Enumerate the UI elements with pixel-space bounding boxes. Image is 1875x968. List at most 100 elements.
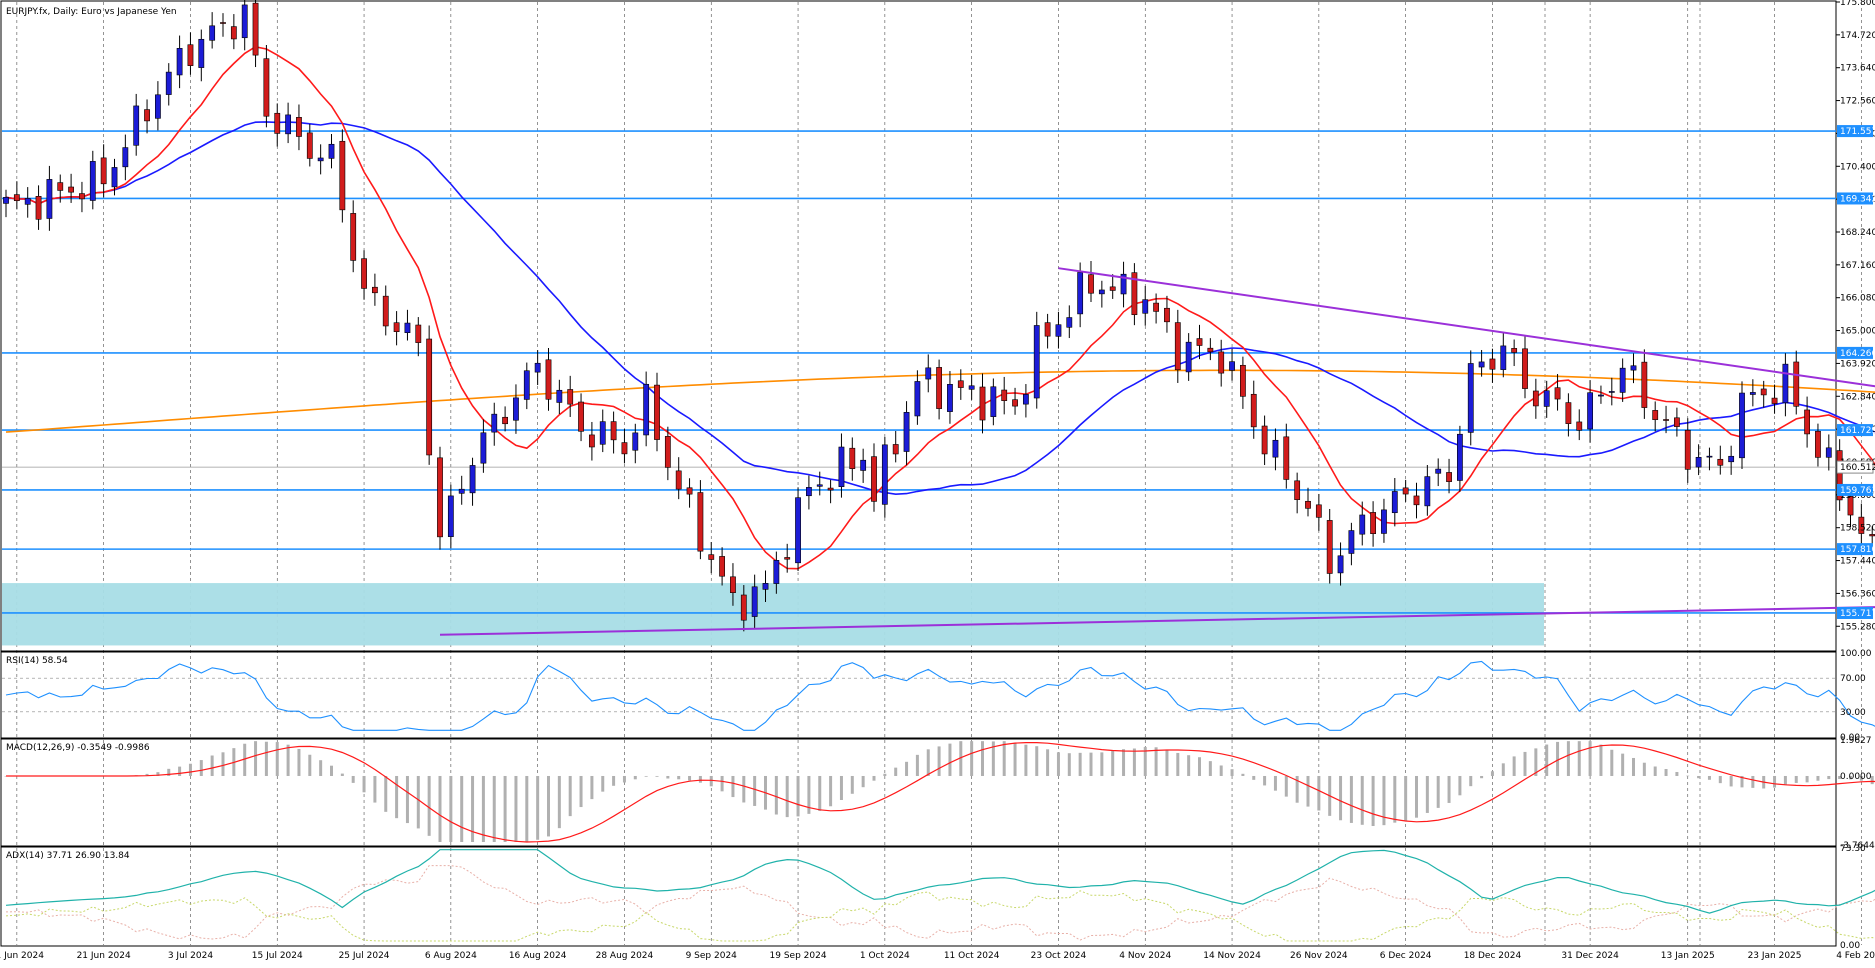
- ma-slow-line: [5, 369, 1875, 433]
- candle-body: [437, 457, 443, 538]
- macd-histogram-bar: [1111, 750, 1115, 776]
- candle-body: [914, 381, 921, 417]
- macd-histogram-bar: [1566, 741, 1570, 776]
- macd-histogram-bar: [1621, 753, 1625, 776]
- macd-histogram-bar: [1859, 775, 1863, 781]
- macd-histogram-bar: [1610, 749, 1614, 776]
- rsi-line: [5, 660, 1875, 731]
- candle-body: [1478, 361, 1485, 368]
- macd-histogram-bar: [1545, 744, 1549, 776]
- candle-body: [1782, 363, 1789, 404]
- y-tick-label: 168.240: [1840, 228, 1875, 238]
- level-price-label-bg: [1837, 606, 1873, 619]
- candle-body: [230, 26, 237, 40]
- candle-body: [730, 576, 736, 594]
- candle-body: [198, 38, 205, 68]
- y-tick-label: 175.800: [1840, 0, 1875, 8]
- macd-histogram-bar: [1469, 775, 1473, 787]
- candle-body: [1240, 364, 1246, 397]
- macd-histogram-bar: [1024, 744, 1028, 776]
- candle-body: [751, 586, 758, 617]
- candle-body: [458, 488, 465, 494]
- macd-histogram-bar: [1100, 752, 1104, 776]
- current-price-label: 160.512: [1840, 463, 1875, 473]
- y-tick-label: 165.000: [1840, 327, 1875, 337]
- macd-histogram-bar: [351, 775, 355, 783]
- macd-signal-line: [6, 742, 1875, 843]
- candle-body: [274, 112, 281, 134]
- adx-minus-di-line: [5, 865, 1875, 941]
- x-tick-label: 9 Sep 2024: [686, 951, 738, 961]
- macd-histogram-bar: [1707, 775, 1711, 780]
- macd-histogram-bar: [1577, 741, 1581, 776]
- macd-histogram-bar: [753, 775, 757, 806]
- adx-tick-label: 73.30: [1840, 844, 1866, 854]
- macd-histogram-bar: [970, 741, 974, 776]
- candle-body: [1435, 468, 1442, 474]
- macd-histogram-bar: [850, 775, 854, 794]
- candle-body: [1153, 302, 1159, 312]
- x-tick-label: 21 Jun 2024: [77, 951, 131, 961]
- candle-body: [1815, 430, 1821, 458]
- candle-body: [1869, 534, 1875, 537]
- candle-body: [1424, 476, 1431, 507]
- candle-body: [1098, 289, 1105, 295]
- macd-histogram-bar: [1751, 775, 1755, 788]
- candle-body: [719, 556, 725, 577]
- macd-histogram-bar: [210, 755, 214, 776]
- macd-histogram-bar: [1176, 752, 1180, 776]
- candle-body: [1174, 322, 1181, 371]
- macd-histogram-bar: [1664, 769, 1668, 776]
- candle-body: [784, 557, 791, 560]
- candle-body: [1522, 348, 1528, 389]
- macd-histogram-bar: [709, 775, 713, 787]
- candle-body: [1044, 322, 1051, 337]
- y-tick-label: 162.840: [1840, 392, 1875, 402]
- level-price-label: 169.342: [1840, 194, 1875, 204]
- candle-body: [513, 397, 519, 421]
- macd-histogram-bar: [449, 775, 453, 842]
- x-tick-label: 16 Aug 2024: [509, 951, 567, 961]
- candle-body: [643, 383, 650, 436]
- macd-histogram-bar: [720, 775, 724, 792]
- candle-body: [773, 560, 780, 584]
- grid-layer: [16, 2, 1862, 945]
- macd-histogram-bar: [1686, 775, 1690, 777]
- candle-body: [187, 44, 194, 66]
- level-price-label: 159.761: [1840, 486, 1875, 496]
- macd-histogram-bar: [1490, 771, 1494, 776]
- candle-body: [1728, 455, 1735, 463]
- candle-body: [144, 109, 150, 122]
- macd-histogram-bar: [1208, 761, 1212, 776]
- candle-body: [3, 197, 9, 204]
- macd-histogram-bar: [362, 775, 366, 793]
- level-price-label-bg: [1837, 483, 1873, 496]
- candle-body: [1804, 409, 1810, 435]
- macd-histogram-bar: [514, 775, 518, 842]
- adx-tick-label: 0.00: [1840, 941, 1860, 951]
- macd-histogram-bar: [1067, 753, 1071, 776]
- macd-histogram-bar: [1219, 765, 1223, 776]
- candle-body: [1381, 509, 1387, 534]
- adx-plus-di-line: [5, 890, 1875, 942]
- x-tick-label: 4 Nov 2024: [1119, 951, 1171, 961]
- macd-histogram-bar: [145, 773, 149, 776]
- macd-histogram-bar: [991, 741, 995, 776]
- candle-body: [534, 362, 541, 373]
- level-price-label: 161.729: [1840, 426, 1875, 436]
- candle-body: [838, 446, 845, 487]
- macd-histogram-bar: [807, 775, 811, 814]
- candle-body: [1402, 487, 1409, 495]
- macd-histogram-bar: [1339, 775, 1343, 821]
- rsi-tick-label: 30.00: [1840, 708, 1866, 718]
- x-tick-label: 31 Dec 2024: [1561, 951, 1619, 961]
- candle-body: [979, 386, 986, 421]
- macd-histogram-bar: [688, 775, 692, 781]
- macd-histogram-bar: [557, 775, 561, 829]
- macd-histogram-bar: [1740, 775, 1744, 788]
- x-tick-label: 28 Aug 2024: [596, 951, 654, 961]
